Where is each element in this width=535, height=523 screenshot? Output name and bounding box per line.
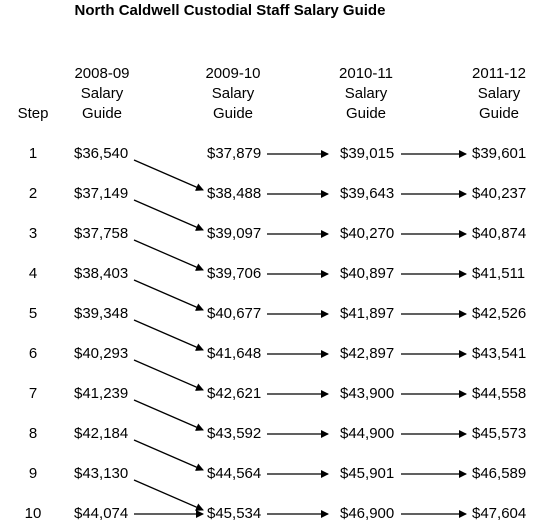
header-line: Salary — [211, 85, 255, 102]
header-step-label: Step — [17, 105, 49, 122]
header-2009-10: 2009-10 Salary Guide — [195, 64, 271, 124]
progression-arrow — [133, 319, 204, 351]
salary-cell: $45,573 — [472, 425, 527, 442]
progression-arrow — [133, 359, 204, 391]
header-line: Salary — [477, 85, 521, 102]
step-number: 6 — [28, 345, 38, 362]
progression-arrow — [133, 239, 204, 271]
salary-cell: $42,184 — [74, 425, 129, 442]
header-step: Step — [12, 104, 54, 124]
salary-cell: $42,526 — [472, 305, 527, 322]
salary-cell: $40,270 — [340, 225, 395, 242]
salary-cell: $43,592 — [207, 425, 262, 442]
salary-cell: $44,564 — [207, 465, 262, 482]
header-line: Guide — [212, 105, 254, 122]
salary-cell: $39,348 — [74, 305, 129, 322]
salary-cell: $41,511 — [472, 265, 526, 282]
step-number: 4 — [28, 265, 38, 282]
salary-cell: $45,534 — [207, 505, 262, 522]
header-line: Guide — [81, 105, 123, 122]
salary-cell: $41,239 — [74, 385, 129, 402]
salary-cell: $43,130 — [74, 465, 129, 482]
salary-cell: $43,541 — [472, 345, 527, 362]
header-2011-12: 2011-12 Salary Guide — [461, 64, 535, 124]
progression-arrow — [133, 439, 204, 471]
salary-cell: $41,897 — [340, 305, 395, 322]
salary-cell: $44,558 — [472, 385, 527, 402]
step-number: 7 — [28, 385, 38, 402]
salary-cell: $40,897 — [340, 265, 395, 282]
salary-cell: $40,677 — [207, 305, 262, 322]
salary-cell: $46,900 — [340, 505, 395, 522]
header-line: 2008-09 — [74, 65, 130, 82]
header-line: 2011-12 — [472, 65, 526, 82]
salary-cell: $38,403 — [74, 265, 129, 282]
step-number: 8 — [28, 425, 38, 442]
salary-cell: $37,758 — [74, 225, 129, 242]
salary-cell: $40,874 — [472, 225, 527, 242]
salary-cell: $42,897 — [340, 345, 395, 362]
step-number: 2 — [28, 185, 38, 202]
header-line: Salary — [80, 85, 124, 102]
progression-arrow — [133, 199, 204, 231]
salary-cell: $39,097 — [207, 225, 262, 242]
progression-arrow — [133, 159, 204, 191]
salary-cell: $40,293 — [74, 345, 129, 362]
salary-cell: $40,237 — [472, 185, 527, 202]
header-line: 2009-10 — [205, 65, 261, 82]
salary-cell: $42,621 — [207, 385, 262, 402]
salary-cell: $38,488 — [207, 185, 262, 202]
salary-cell: $41,648 — [207, 345, 262, 362]
header-line: 2010-11 — [339, 65, 393, 82]
step-number: 10 — [24, 505, 42, 522]
salary-cell: $44,900 — [340, 425, 395, 442]
header-line: Guide — [478, 105, 520, 122]
step-number: 5 — [28, 305, 38, 322]
salary-cell: $39,706 — [207, 265, 262, 282]
page-title: North Caldwell Custodial Staff Salary Gu… — [74, 2, 386, 19]
step-number: 1 — [28, 145, 38, 162]
progression-arrow — [133, 399, 204, 431]
progression-arrow — [133, 479, 204, 511]
salary-cell: $39,015 — [340, 145, 395, 162]
salary-cell: $45,901 — [340, 465, 395, 482]
header-line: Salary — [344, 85, 388, 102]
salary-cell: $46,589 — [472, 465, 527, 482]
step-number: 3 — [28, 225, 38, 242]
salary-cell: $44,074 — [74, 505, 129, 522]
header-2010-11: 2010-11 Salary Guide — [328, 64, 404, 124]
header-line: Guide — [345, 105, 387, 122]
salary-cell: $47,604 — [472, 505, 527, 522]
header-2008-09: 2008-09 Salary Guide — [64, 64, 140, 124]
step-number: 9 — [28, 465, 38, 482]
salary-cell: $43,900 — [340, 385, 395, 402]
salary-cell: $39,601 — [472, 145, 527, 162]
progression-arrow — [133, 279, 204, 311]
salary-cell: $37,149 — [74, 185, 129, 202]
salary-cell: $39,643 — [340, 185, 395, 202]
salary-cell: $37,879 — [207, 145, 262, 162]
salary-cell: $36,540 — [74, 145, 129, 162]
